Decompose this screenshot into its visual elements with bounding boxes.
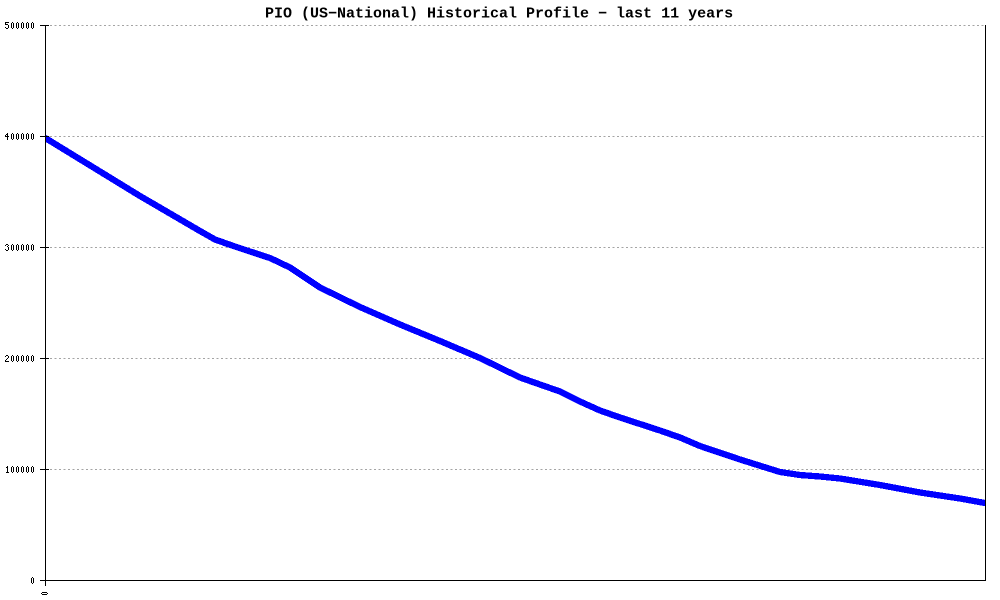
svg-text:PIO (US−National) Historical P: PIO (US−National) Historical Profile − l… — [265, 6, 733, 23]
